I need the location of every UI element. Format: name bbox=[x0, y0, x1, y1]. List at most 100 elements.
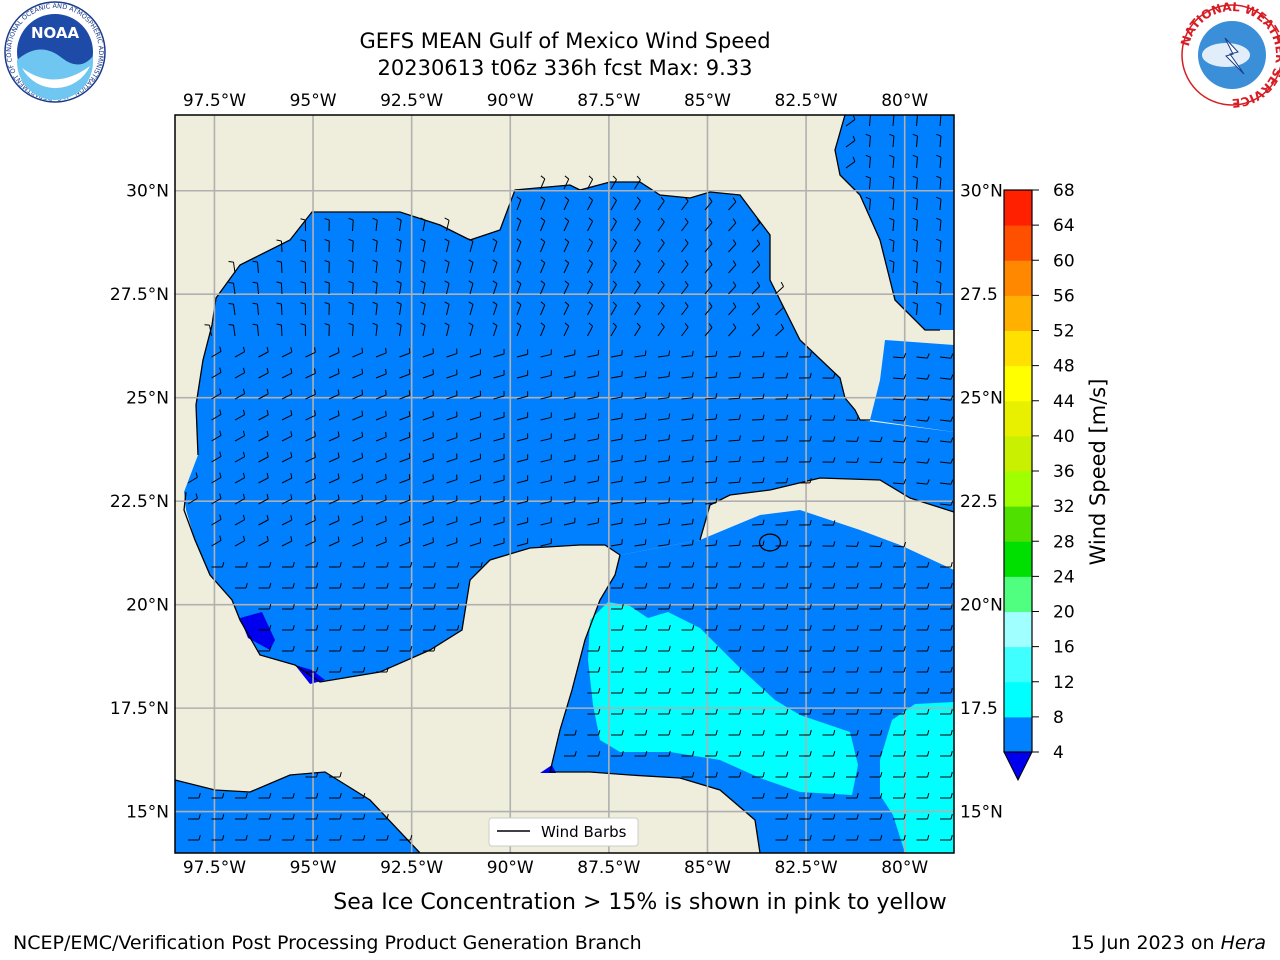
wind-barb-444 bbox=[681, 518, 694, 526]
wind-barb-684 bbox=[916, 751, 930, 757]
wind-barb-213 bbox=[916, 353, 930, 359]
wind-barb-469 bbox=[728, 540, 741, 547]
wind-barb-541 bbox=[705, 604, 718, 610]
wind-barb-685 bbox=[940, 751, 953, 757]
wind-barb-67 bbox=[468, 238, 474, 253]
wind-barb-107 bbox=[912, 259, 918, 274]
wind-barb-65 bbox=[420, 238, 426, 253]
wind-barb-544 bbox=[775, 604, 789, 610]
wind-barb-543 bbox=[752, 604, 765, 610]
wind-barb-171 bbox=[444, 322, 450, 337]
wind-barb-565 bbox=[705, 625, 718, 631]
wind-barb-488 bbox=[470, 562, 483, 568]
wind-barb-429 bbox=[328, 515, 340, 526]
wind-barb-268 bbox=[751, 393, 765, 400]
wind-barb-352 bbox=[540, 454, 552, 463]
wind-barb-235 bbox=[681, 371, 694, 379]
wind-barb-299 bbox=[775, 414, 789, 421]
wind-barb-497 bbox=[822, 562, 836, 568]
wind-barb-106 bbox=[889, 259, 895, 274]
wind-barb-534 bbox=[399, 604, 413, 610]
wind-barb-647 bbox=[846, 709, 859, 715]
wind-barb-307 bbox=[234, 430, 246, 442]
wind-barb-239 bbox=[775, 372, 789, 379]
lon-tick-bottom-1: 95°W bbox=[290, 858, 337, 878]
wind-barb-636 bbox=[587, 709, 601, 715]
colorbar-band-13 bbox=[1004, 260, 1032, 296]
colorbar-band-3 bbox=[1004, 611, 1032, 648]
wind-barb-733 bbox=[940, 814, 953, 820]
wind-barb-478 bbox=[235, 562, 248, 568]
wind-barb-453 bbox=[305, 536, 316, 547]
wind-barb-695 bbox=[846, 772, 859, 778]
wind-barb-487 bbox=[446, 562, 460, 568]
wind-barb-295 bbox=[681, 413, 694, 421]
wind-barb-364 bbox=[822, 457, 836, 463]
wind-barb-21 bbox=[889, 175, 895, 190]
wind-barb-309 bbox=[281, 431, 293, 442]
wind-barb-226 bbox=[469, 369, 482, 379]
wind-barb-734 bbox=[188, 835, 201, 841]
wind-barb-397 bbox=[892, 478, 907, 485]
wind-barb-232 bbox=[610, 371, 623, 379]
wind-barb-24 bbox=[516, 196, 522, 211]
wind-barb-724 bbox=[352, 814, 366, 820]
wind-barb-574 bbox=[916, 625, 930, 631]
wind-barb-199 bbox=[516, 349, 529, 358]
wind-barb-577 bbox=[282, 646, 295, 652]
wind-barb-293 bbox=[634, 413, 647, 421]
wind-barb-422 bbox=[704, 498, 718, 505]
colorbar-band-7 bbox=[1004, 471, 1032, 507]
wind-barb-493 bbox=[728, 562, 742, 568]
wind-barb-325 bbox=[657, 434, 671, 442]
wind-barb-308 bbox=[258, 430, 269, 442]
wind-barb-442 bbox=[634, 518, 647, 526]
wind-barb-288 bbox=[516, 412, 529, 421]
wind-barb-272 bbox=[892, 394, 907, 401]
graticule bbox=[175, 115, 954, 853]
wind-barb-163 bbox=[252, 323, 259, 337]
wind-barb-269 bbox=[775, 393, 789, 400]
wind-barb-581 bbox=[376, 646, 389, 652]
wind-barb-312 bbox=[352, 431, 364, 442]
wind-barb-51 bbox=[657, 217, 665, 232]
wind-barb-313 bbox=[375, 431, 387, 442]
wind-barb-34 bbox=[865, 196, 871, 211]
wind-barb-321 bbox=[563, 433, 576, 442]
lon-tick-top-2: 92.5°W bbox=[380, 91, 443, 111]
wind-barb-211 bbox=[798, 351, 812, 358]
wind-barb-61 bbox=[324, 239, 330, 253]
wind-barb-624 bbox=[681, 688, 695, 694]
wind-barb-202 bbox=[587, 349, 600, 358]
wind-barb-339 bbox=[234, 451, 246, 463]
wind-barb-298 bbox=[751, 414, 765, 421]
wind-barb-441 bbox=[610, 518, 623, 526]
lat-tick-right-4: 20°N bbox=[960, 596, 1003, 616]
wind-barb-228 bbox=[516, 370, 529, 379]
wind-barb-296 bbox=[704, 414, 718, 421]
wind-barb-510 bbox=[399, 583, 413, 589]
wind-barb-161 bbox=[204, 324, 212, 337]
lon-tick-top-7: 80°W bbox=[881, 91, 928, 111]
wind-barb-218 bbox=[281, 368, 293, 379]
wind-barb-508 bbox=[352, 583, 366, 589]
wind-barb-468 bbox=[704, 540, 718, 547]
wind-barb-489 bbox=[634, 562, 648, 568]
wind-barb-305 bbox=[939, 416, 954, 422]
wind-barb-398 bbox=[916, 479, 930, 485]
wind-barb-8 bbox=[912, 133, 918, 148]
wind-barb-434 bbox=[446, 516, 458, 526]
wind-barb-751 bbox=[940, 835, 953, 841]
wind-barb-435 bbox=[469, 516, 482, 526]
wind-barb-674 bbox=[681, 751, 695, 757]
lat-tick-right-3: 22.5 bbox=[960, 492, 998, 512]
wind-barb-594 bbox=[822, 646, 836, 652]
wind-barb-440 bbox=[587, 517, 600, 526]
wind-barb-337 bbox=[939, 437, 954, 443]
wind-barb-419 bbox=[634, 497, 647, 505]
wind-barb-573 bbox=[893, 625, 906, 631]
wind-barb-595 bbox=[846, 646, 859, 652]
wind-barb-182 bbox=[704, 323, 713, 337]
wind-barb-551 bbox=[940, 604, 953, 610]
wind-barb-658 bbox=[705, 730, 718, 736]
